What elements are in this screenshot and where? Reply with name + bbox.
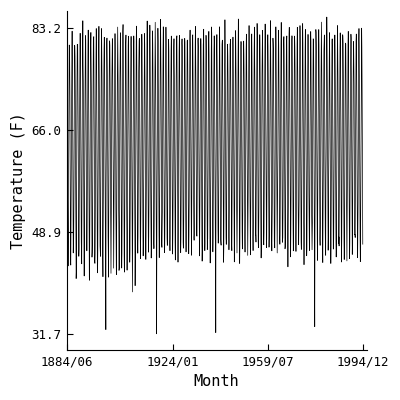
Y-axis label: Temperature (F): Temperature (F) — [11, 112, 26, 249]
X-axis label: Month: Month — [194, 374, 240, 389]
